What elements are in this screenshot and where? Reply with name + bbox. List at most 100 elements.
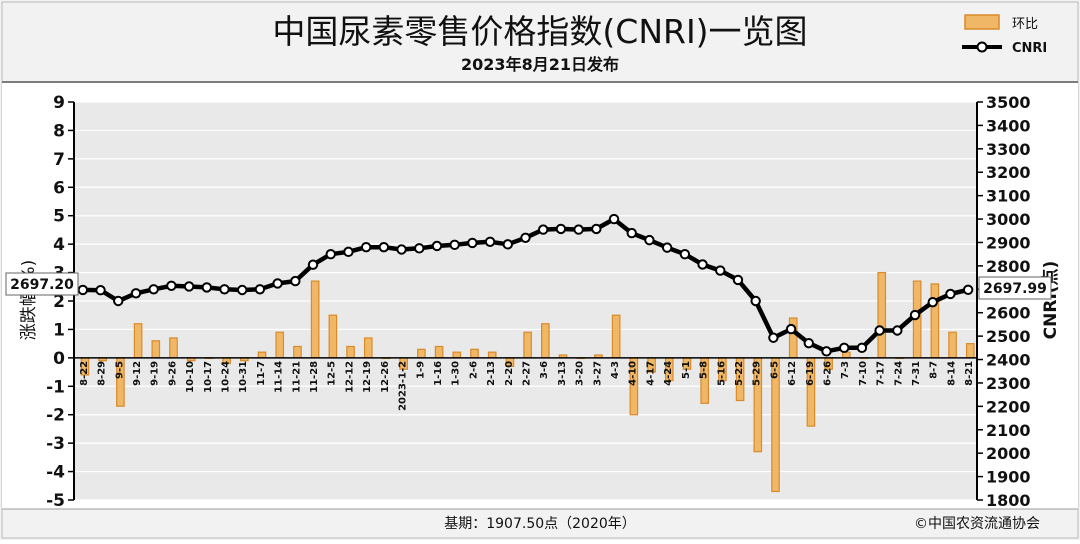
grid-layer (74, 101, 977, 501)
cnri-point-9-19 (148, 284, 159, 295)
y-right-tick-label: 3500 (986, 93, 1031, 112)
cnri-point-8-7 (927, 296, 938, 308)
chart-title: 中国尿素零售价格指数(CNRI)一览图 (272, 12, 807, 51)
x-tick-label: 4-3 (610, 361, 621, 379)
x-tick-label: 4-24 (663, 361, 674, 386)
y-left-tick-label: 1 (53, 320, 65, 340)
cnri-point-11-14 (272, 278, 283, 289)
cnri-point-10-17 (201, 282, 212, 293)
bar-2-27 (523, 331, 532, 359)
x-tick-label: 10-24 (221, 361, 232, 393)
y-axis-left-title: 涨跌幅(%) (19, 260, 39, 340)
bar-9-12 (133, 323, 143, 359)
x-tick-label: 10-10 (185, 361, 196, 393)
x-tick-label: 7-3 (840, 361, 851, 379)
y-left-tick-label: 2 (53, 292, 65, 312)
y-right-tick-label: 2900 (986, 233, 1031, 252)
x-tick-label: 3-6 (539, 361, 550, 379)
bar-1-16 (434, 345, 444, 359)
y-axis-right-title: CNRI(点) (1040, 261, 1061, 340)
x-tick-label: 6-12 (787, 361, 798, 386)
y-right-tick-label: 2200 (986, 397, 1031, 416)
chart-subtitle: 2023年8月21日发布 (461, 55, 619, 74)
x-tick-label: 7-17 (876, 361, 887, 386)
bar-2-6 (470, 348, 479, 359)
y-right-tick-label: 2000 (986, 444, 1031, 463)
start-value-callout: 2697.20 (5, 272, 79, 296)
x-tick-label: 8-21 (964, 361, 975, 386)
y-left-tick-label: -4 (46, 463, 65, 483)
x-tick-label: 7-31 (911, 361, 922, 386)
cnri-point-1-30 (449, 239, 460, 251)
x-tick-label: 8-7 (929, 361, 940, 379)
x-tick-label: 9-12 (132, 361, 143, 386)
cnri-point-2-13 (484, 236, 496, 247)
x-tick-label: 12-5 (327, 361, 338, 386)
cnri-point-12-12 (343, 246, 354, 258)
x-tick-label: 6-26 (823, 361, 834, 386)
x-tick-label: 11-7 (256, 361, 267, 386)
y-left-tick-label: 6 (53, 178, 65, 198)
x-tick-label: 8-14 (946, 361, 957, 386)
x-tick-label: 3-20 (575, 361, 586, 386)
bar-1-30 (452, 351, 462, 359)
bar-9-26 (169, 337, 178, 359)
bar-11-14 (275, 331, 285, 359)
cnri-point-4-24 (661, 242, 673, 253)
bar-3-6 (541, 323, 550, 359)
cnri-point-7-3 (839, 342, 850, 354)
cnri-point-9-26 (166, 280, 177, 291)
y-left-tick-label: -1 (46, 377, 65, 397)
cnri-point-3-20 (573, 224, 584, 235)
cnri-point-6-19 (803, 337, 814, 349)
y-right-tick-label: 2500 (986, 327, 1031, 346)
y-right-tick-label: 3200 (986, 163, 1031, 182)
cnri-point-7-10 (856, 342, 868, 354)
bar-11-28 (310, 280, 320, 359)
x-tick-label: 2-20 (504, 361, 515, 386)
x-tick-label: 3-27 (592, 361, 603, 386)
x-tick-label: 5-16 (716, 361, 727, 386)
bar-11-7 (257, 351, 267, 359)
x-tick-label: 5-22 (734, 361, 745, 386)
y-left-tick-label: -3 (46, 434, 65, 454)
cnri-point-8-21 (962, 284, 974, 295)
y-right-tick-label: 3400 (986, 116, 1031, 135)
cnri-point-7-31 (909, 309, 921, 321)
copyright-note: ©中国农资流通协会 (914, 516, 1040, 532)
y-right-tick-label: 1800 (986, 491, 1031, 510)
cnri-point-5-22 (732, 274, 744, 286)
x-tick-label: 12-19 (362, 361, 373, 393)
bar-12-5 (328, 314, 338, 359)
x-tick-label: 8-29 (97, 361, 108, 386)
cnri-point-6-12 (785, 323, 797, 335)
cnri-point-8-29 (95, 285, 106, 296)
y-left-tick-label: 8 (53, 121, 65, 141)
cnri-point-5-8 (697, 259, 708, 270)
x-tick-label: 6-19 (805, 361, 816, 386)
x-tick-label: 12-26 (380, 361, 391, 393)
bar-1-9 (417, 348, 426, 359)
cnri-point-2023-1-2 (396, 244, 407, 255)
x-tick-label: 1-9 (415, 361, 426, 379)
legend-line-marker (976, 41, 988, 53)
cnri-point-10-31 (237, 284, 248, 296)
x-tick-label: 12-12 (344, 361, 355, 393)
x-tick-label: 2-13 (486, 361, 497, 386)
x-tick-label: 11-14 (274, 361, 285, 393)
cnri-point-8-22 (77, 284, 89, 296)
x-tick-label: 5-1 (681, 361, 692, 379)
cnri-point-6-26 (821, 346, 832, 357)
y-right-tick-label: 1900 (986, 468, 1031, 487)
y-left-tick-label: -5 (46, 491, 65, 511)
x-tick-label: 6-5 (769, 361, 780, 379)
cnri-point-2-6 (467, 237, 478, 249)
x-tick-label: 3-13 (557, 361, 568, 386)
x-tick-label: 9-26 (167, 361, 178, 386)
legend-bar-label: 环比 (1012, 17, 1038, 32)
cnri-point-4-10 (626, 227, 637, 239)
end-value-callout: 2697.99 (978, 276, 1052, 300)
bar-9-19 (151, 340, 161, 359)
cnri-point-12-5 (325, 248, 336, 260)
